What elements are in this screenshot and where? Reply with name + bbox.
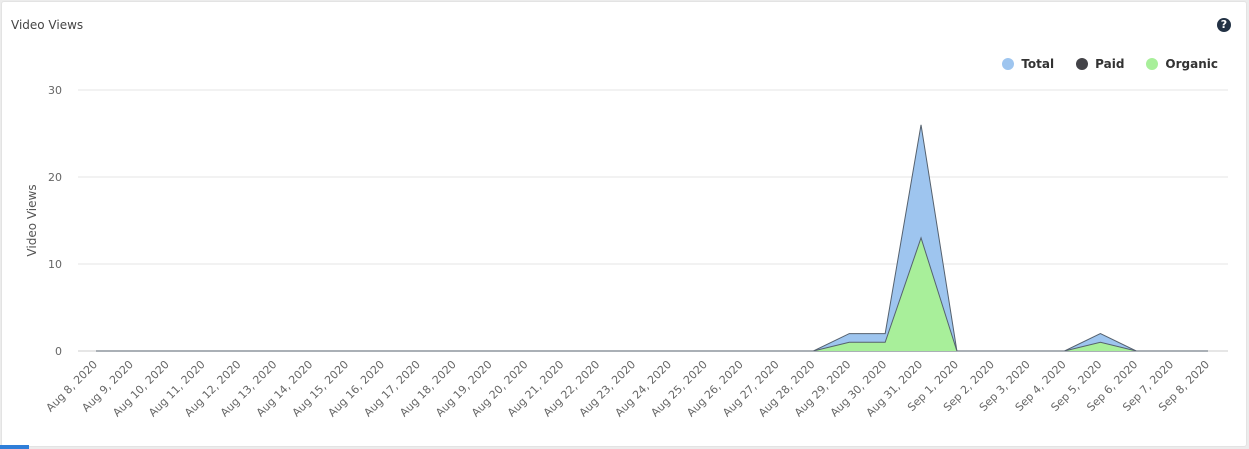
point-organic (1063, 349, 1067, 353)
legend-label-total: Total (1021, 57, 1055, 71)
area-organic (96, 237, 1208, 351)
y-tick-label: 10 (48, 258, 62, 271)
point-organic (668, 349, 672, 353)
question-circle-icon[interactable]: ? (1217, 18, 1231, 32)
point-organic (632, 349, 636, 353)
point-organic (1098, 340, 1102, 344)
point-organic (1027, 349, 1031, 353)
point-organic (202, 349, 206, 353)
point-organic (345, 349, 349, 353)
point-organic (704, 349, 708, 353)
y-tick-label: 20 (48, 171, 62, 184)
point-organic (955, 349, 959, 353)
point-organic (847, 340, 851, 344)
point-organic (524, 349, 528, 353)
legend-swatch-organic (1146, 58, 1159, 70)
point-organic (489, 349, 493, 353)
area-total (96, 124, 1208, 351)
y-tick-label: 0 (55, 345, 62, 358)
point-organic (273, 349, 277, 353)
line-organic (96, 236, 1208, 352)
y-axis-label: Video Views (25, 184, 39, 256)
active-tab-indicator (0, 445, 29, 449)
legend-label-organic: Organic (1165, 57, 1218, 71)
point-organic (94, 349, 98, 353)
y-tick-label: 30 (48, 84, 62, 97)
point-organic (560, 349, 564, 353)
point-total (847, 332, 851, 336)
legend-item-total[interactable]: Total (1002, 57, 1054, 71)
point-organic (740, 349, 744, 353)
point-organic (776, 349, 780, 353)
chart-legend: Total Paid Organic (1002, 57, 1218, 71)
point-organic (453, 349, 457, 353)
point-total (919, 123, 923, 127)
point-organic (883, 340, 887, 344)
point-organic (1206, 349, 1210, 353)
point-total (883, 332, 887, 336)
legend-item-paid[interactable]: Paid (1076, 57, 1124, 71)
point-total (1098, 332, 1102, 336)
point-organic (991, 349, 995, 353)
point-organic (1170, 349, 1174, 353)
point-organic (381, 349, 385, 353)
legend-swatch-paid (1076, 58, 1089, 70)
widget-title: Video Views (11, 18, 84, 32)
point-organic (166, 349, 170, 353)
point-organic (1134, 349, 1138, 353)
point-organic (417, 349, 421, 353)
point-organic (309, 349, 313, 353)
point-organic (811, 349, 815, 353)
point-organic (596, 349, 600, 353)
point-organic (919, 236, 923, 240)
legend-label-paid: Paid (1095, 57, 1125, 71)
legend-item-organic[interactable]: Organic (1146, 57, 1218, 71)
line-total (96, 124, 1208, 352)
point-organic (130, 349, 134, 353)
point-organic (237, 349, 241, 353)
legend-swatch-total (1002, 58, 1015, 70)
